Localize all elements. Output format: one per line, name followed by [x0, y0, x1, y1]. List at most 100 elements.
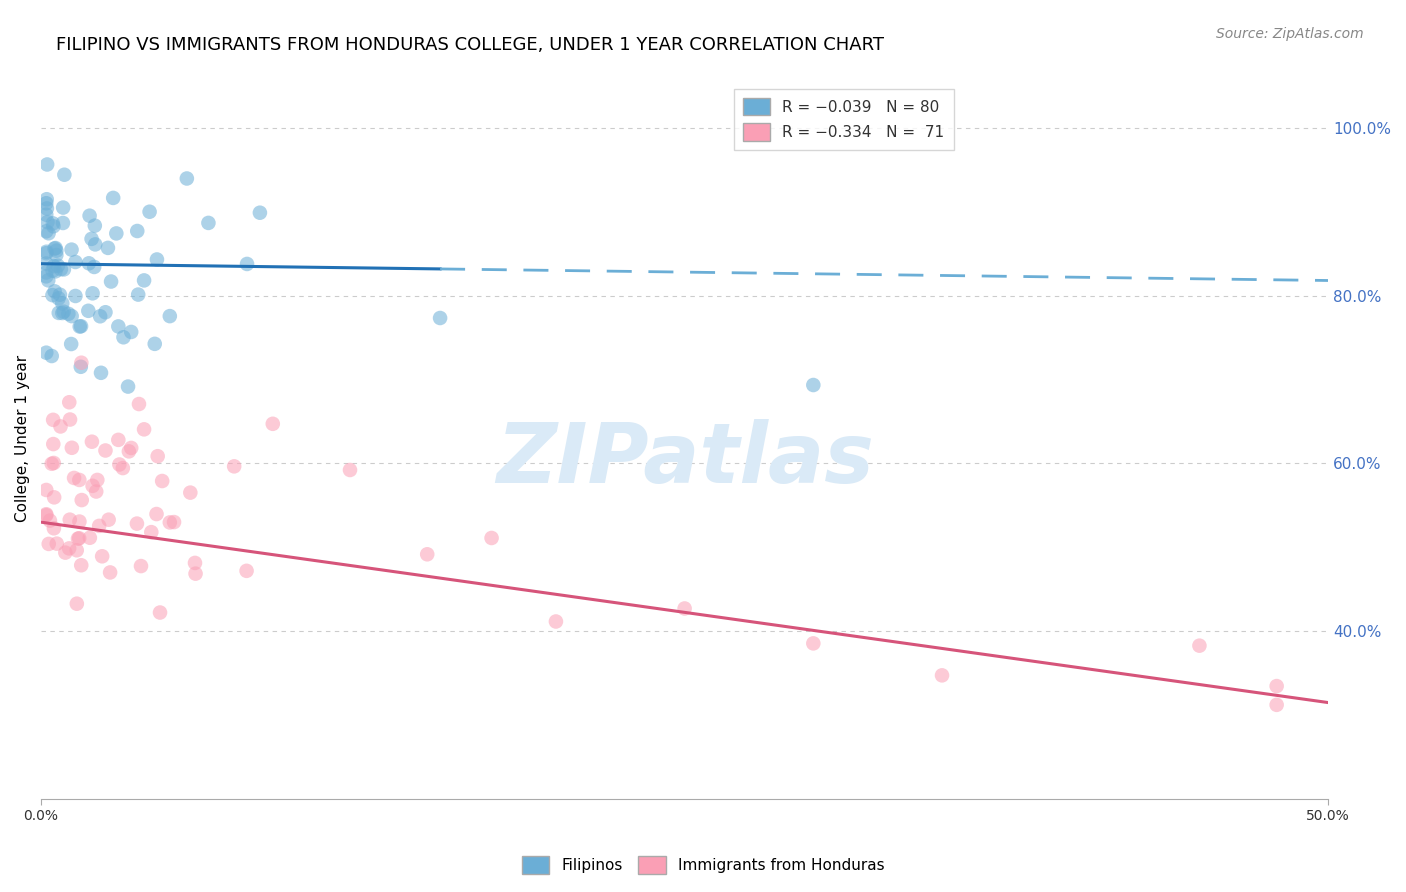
Point [35, 244, 58, 259]
Point [1188, 639, 1211, 653]
Point [107, 319, 129, 334]
Point [35, 192, 58, 206]
Point [51, 306, 73, 320]
Point [44, 264, 66, 278]
Point [145, 507, 167, 521]
Point [132, 273, 155, 287]
Point [42, 413, 65, 427]
Point [339, 463, 361, 477]
Point [236, 257, 259, 271]
Point [42, 259, 65, 273]
Point [143, 336, 166, 351]
Point [97, 513, 120, 527]
Point [66, 543, 89, 558]
Point [46, 259, 69, 273]
Point [63, 471, 86, 485]
Text: Source: ZipAtlas.com: Source: ZipAtlas.com [1216, 27, 1364, 41]
Point [35, 269, 58, 284]
Point [38, 537, 60, 551]
Point [184, 566, 207, 581]
Point [38, 227, 60, 241]
Point [37, 215, 59, 229]
Point [35, 508, 58, 522]
Point [58, 541, 80, 556]
Point [249, 205, 271, 219]
Point [60, 243, 83, 257]
Point [801, 636, 824, 650]
Point [70, 356, 93, 370]
Text: ZIPatlas: ZIPatlas [496, 419, 873, 500]
Point [84, 484, 107, 499]
Point [52, 216, 75, 230]
Point [931, 668, 953, 682]
Point [67, 515, 90, 529]
Point [127, 224, 149, 238]
Point [83, 260, 105, 274]
Point [129, 559, 152, 574]
Point [112, 330, 135, 344]
Point [60, 337, 83, 351]
Point [94, 305, 117, 319]
Point [60, 309, 83, 323]
Point [103, 191, 125, 205]
Point [149, 606, 172, 620]
Point [35, 256, 58, 270]
Point [35, 202, 58, 216]
Point [67, 473, 90, 487]
Point [89, 519, 111, 533]
Point [141, 525, 163, 540]
Point [79, 209, 101, 223]
Point [84, 237, 107, 252]
Point [801, 378, 824, 392]
Point [117, 379, 139, 393]
Point [35, 196, 58, 211]
Point [41, 263, 63, 277]
Point [146, 449, 169, 463]
Point [1265, 679, 1288, 693]
Point [80, 232, 103, 246]
Point [98, 566, 121, 580]
Legend: R = −0.039   N = 80, R = −0.334   N =  71: R = −0.039 N = 80, R = −0.334 N = 71 [734, 88, 953, 150]
Point [127, 287, 149, 301]
Point [94, 443, 117, 458]
Point [79, 531, 101, 545]
Point [58, 307, 80, 321]
Point [159, 309, 181, 323]
Point [42, 219, 65, 234]
Point [35, 508, 58, 523]
Point [82, 286, 104, 301]
Point [262, 417, 284, 431]
Point [197, 216, 219, 230]
Point [481, 531, 503, 545]
Point [35, 265, 58, 279]
Point [82, 479, 104, 493]
Point [45, 241, 67, 255]
Point [44, 491, 66, 505]
Point [53, 168, 76, 182]
Point [80, 434, 103, 449]
Point [53, 546, 76, 560]
Legend: Filipinos, Immigrants from Honduras: Filipinos, Immigrants from Honduras [516, 850, 890, 880]
Point [45, 248, 67, 262]
Point [59, 513, 82, 527]
Point [65, 255, 87, 269]
Point [35, 345, 58, 359]
Point [118, 444, 141, 458]
Point [49, 262, 72, 277]
Point [544, 615, 567, 629]
Point [52, 201, 75, 215]
Point [70, 558, 93, 573]
Point [48, 306, 70, 320]
Point [42, 521, 65, 535]
Point [138, 204, 160, 219]
Point [105, 227, 128, 241]
Point [42, 456, 65, 470]
Point [65, 289, 87, 303]
Point [673, 601, 696, 615]
Point [48, 291, 70, 305]
Point [97, 241, 120, 255]
Point [163, 515, 186, 529]
Point [41, 457, 63, 471]
Point [52, 262, 75, 277]
Point [91, 549, 114, 564]
